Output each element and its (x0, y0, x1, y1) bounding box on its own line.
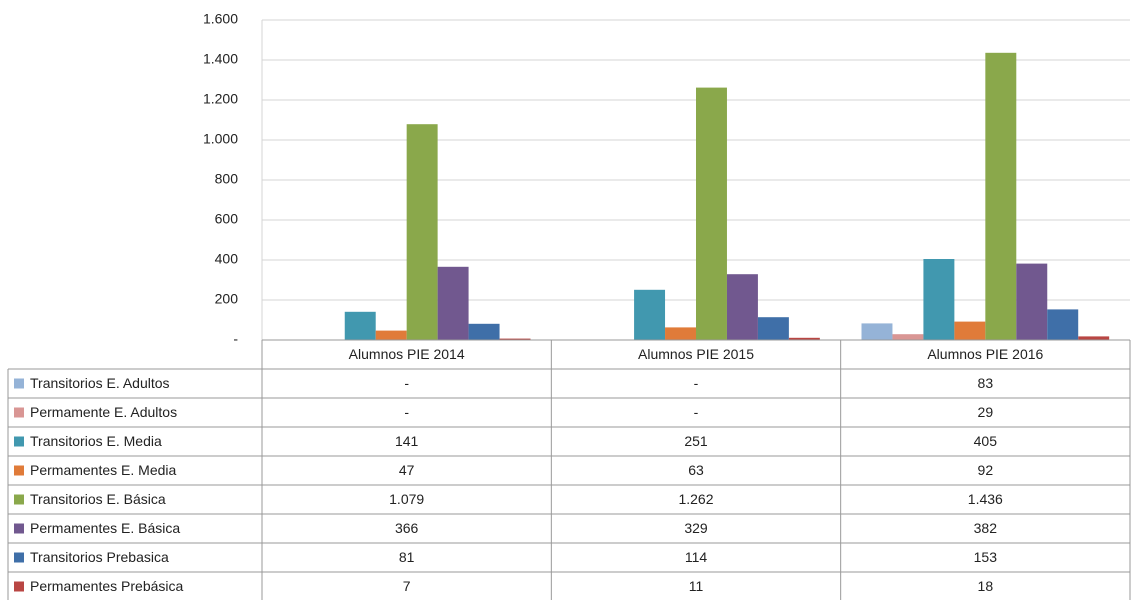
table-value: 1.262 (678, 491, 713, 507)
legend-swatch (14, 552, 24, 563)
bar (985, 52, 1017, 341)
bar (892, 334, 924, 340)
bar (1047, 309, 1079, 340)
table-value: 405 (974, 433, 998, 449)
bar (437, 266, 469, 340)
table-value: 11 (689, 578, 704, 594)
table-value: 7 (403, 578, 411, 594)
bar (954, 321, 986, 340)
table-value: 47 (399, 462, 415, 478)
legend-swatch (14, 581, 24, 592)
legend-swatch (14, 494, 24, 505)
y-tick-label: 1.000 (203, 131, 238, 147)
y-tick-label: 800 (215, 171, 239, 187)
y-tick-label: 400 (215, 251, 239, 267)
y-tick-label: 1.200 (203, 91, 238, 107)
legend-swatch (14, 378, 24, 389)
table-value: - (694, 404, 699, 420)
table-value: - (694, 375, 699, 391)
bar (923, 259, 955, 340)
table-value: 141 (395, 433, 419, 449)
x-tick-label: Alumnos PIE 2015 (638, 346, 754, 362)
legend-label: Transitorios E. Básica (30, 491, 166, 507)
legend-label: Permamentes E. Básica (30, 520, 180, 536)
table-value: 114 (685, 549, 708, 565)
table-value: 63 (688, 462, 704, 478)
legend-swatch (14, 436, 24, 447)
table-value: 366 (395, 520, 419, 536)
bar (1016, 263, 1048, 340)
table-value: 251 (684, 433, 708, 449)
legend-swatch (14, 523, 24, 534)
table-value: - (404, 404, 409, 420)
y-tick-label: 1.400 (203, 51, 238, 67)
legend-label: Transitorios E. Media (30, 433, 162, 449)
bar (861, 323, 893, 340)
bar (665, 327, 696, 340)
legend-label: Transitorios Prebasica (30, 549, 169, 565)
bar (1078, 336, 1110, 340)
y-tick-label: 600 (215, 211, 239, 227)
table-value: 382 (974, 520, 998, 536)
table-value: 1.436 (968, 491, 1003, 507)
bar (499, 338, 531, 340)
legend-swatch (14, 407, 24, 418)
bar (757, 317, 789, 340)
bar (788, 337, 820, 340)
bar (406, 124, 438, 340)
bar (344, 311, 376, 340)
table-value: - (404, 375, 409, 391)
table-value: 81 (399, 549, 415, 565)
legend-swatch (14, 465, 24, 476)
legend-label: Permamente E. Adultos (30, 404, 177, 420)
table-value: 18 (978, 578, 994, 594)
legend-label: Transitorios E. Adultos (30, 375, 170, 391)
legend-label: Permamentes E. Media (30, 462, 176, 478)
table-value: 153 (974, 549, 998, 565)
table-value: 29 (978, 404, 994, 420)
bar (468, 323, 500, 340)
legend-label: Permamentes Prebásica (30, 578, 184, 594)
table-value: 1.079 (389, 491, 424, 507)
table-value: 83 (978, 375, 994, 391)
x-tick-label: Alumnos PIE 2016 (927, 346, 1043, 362)
bar (696, 87, 727, 340)
y-tick-label: - (233, 331, 238, 347)
y-tick-label: 1.600 (203, 11, 238, 27)
table-value: 329 (684, 520, 708, 536)
y-tick-label: 200 (215, 291, 239, 307)
table-value: 92 (978, 462, 994, 478)
bar (375, 330, 407, 340)
bar (726, 274, 758, 340)
x-tick-label: Alumnos PIE 2014 (349, 346, 465, 362)
bar (634, 289, 666, 340)
